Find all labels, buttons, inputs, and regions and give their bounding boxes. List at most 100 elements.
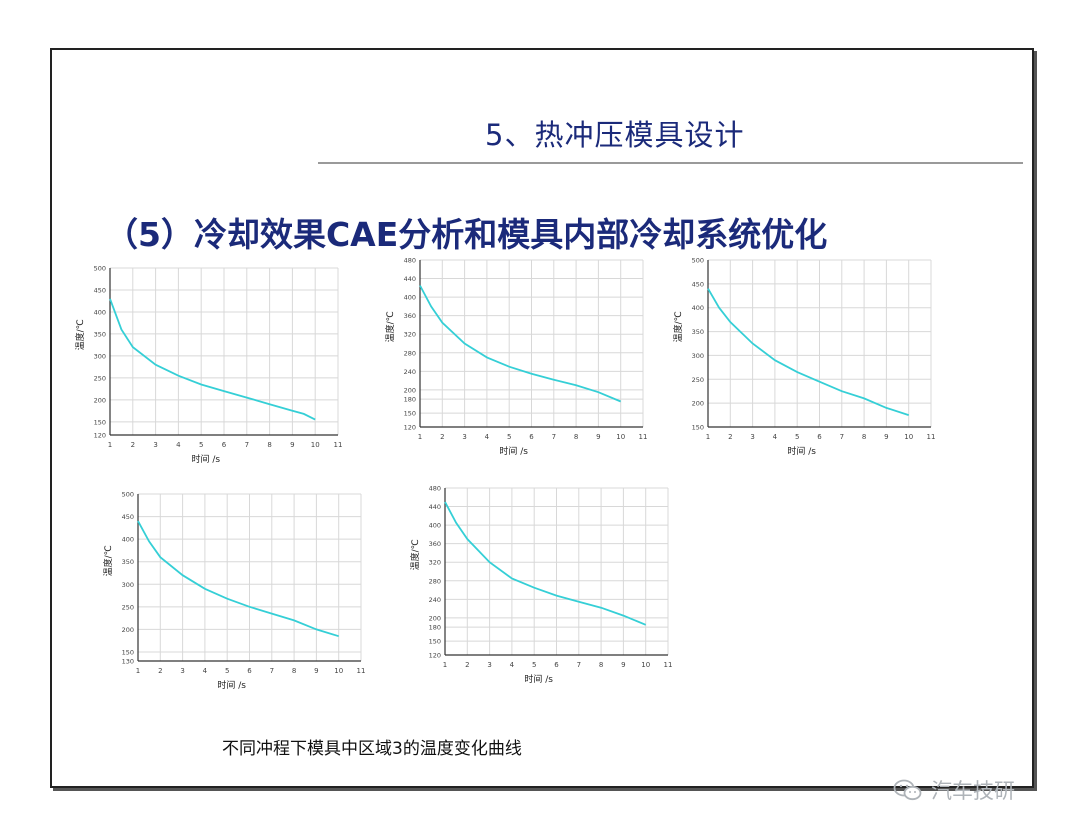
y-tick-label: 320 <box>404 331 416 339</box>
x-tick-label: 5 <box>795 433 799 441</box>
temperature-chart-4: 1 2 3 4 5 6 7 8 9 10 11 130 150 200 250 300 350 400 450 500… <box>98 484 373 699</box>
x-tick-label: 3 <box>462 433 466 441</box>
x-tick-label: 7 <box>552 433 556 441</box>
x-tick-label: 2 <box>158 667 162 675</box>
y-axis-label: 温度/℃ <box>102 545 114 576</box>
y-tick-label: 280 <box>404 349 416 357</box>
x-tick-label: 9 <box>621 661 625 669</box>
x-tick-label: 6 <box>529 433 534 441</box>
x-axis-label: 时间 /s <box>217 679 246 691</box>
x-tick-label: 10 <box>904 433 913 441</box>
x-tick-label: 10 <box>641 661 650 669</box>
y-axis-label: 温度/℃ <box>409 539 421 570</box>
y-tick-label: 250 <box>692 376 704 384</box>
y-tick-label: 200 <box>429 614 441 622</box>
x-tick-label: 11 <box>664 661 673 669</box>
y-tick-label: 250 <box>94 374 106 382</box>
y-tick-label: 450 <box>122 513 134 521</box>
y-tick-label: 300 <box>122 581 134 589</box>
x-tick-label: 7 <box>840 433 844 441</box>
y-tick-label: 440 <box>404 275 416 283</box>
y-tick-label: 240 <box>404 368 416 376</box>
temperature-curve <box>707 288 909 416</box>
x-tick-label: 1 <box>706 433 710 441</box>
y-tick-label: 180 <box>404 396 416 404</box>
grid <box>419 259 644 428</box>
x-tick-label: 8 <box>292 667 296 675</box>
chart-svg: 1 2 3 4 5 6 7 8 9 10 11 120 150 180 200 240 280 320 360 400… <box>384 257 648 458</box>
x-tick-label: 7 <box>270 667 274 675</box>
slide-subtitle: （5）冷却效果CAE分析和模具内部冷却系统优化 <box>105 215 828 254</box>
figure-caption: 不同冲程下模具中区域3的温度变化曲线 <box>222 739 522 759</box>
x-tick-label: 2 <box>728 433 732 441</box>
temperature-chart-2: 1 2 3 4 5 6 7 8 9 10 11 120 150 180 200 240 280 320 360 400… <box>380 250 655 465</box>
x-tick-label: 6 <box>817 433 822 441</box>
y-tick-label: 130 <box>122 658 134 666</box>
y-tick-label: 500 <box>122 491 134 499</box>
x-tick-label: 6 <box>554 661 559 669</box>
temperature-curve <box>444 501 647 626</box>
y-tick-label: 350 <box>122 558 134 566</box>
y-tick-label: 480 <box>404 257 416 265</box>
x-tick-label: 11 <box>639 433 648 441</box>
x-tick-label: 2 <box>131 441 135 449</box>
x-axis-label: 时间 /s <box>499 445 528 457</box>
y-tick-label: 360 <box>429 540 441 548</box>
x-tick-label: 10 <box>334 667 343 675</box>
grid <box>109 267 339 436</box>
x-tick-label: 8 <box>862 433 866 441</box>
x-tick-label: 4 <box>773 433 778 441</box>
x-tick-label: 8 <box>574 433 578 441</box>
x-tick-label: 8 <box>267 441 271 449</box>
x-tick-label: 9 <box>884 433 888 441</box>
x-tick-label: 5 <box>507 433 511 441</box>
x-tick-label: 6 <box>222 441 227 449</box>
y-tick-label: 300 <box>692 352 704 360</box>
x-tick-label: 1 <box>443 661 447 669</box>
x-tick-label: 9 <box>596 433 600 441</box>
y-tick-label: 400 <box>94 308 106 316</box>
x-tick-label: 3 <box>180 667 184 675</box>
y-tick-label: 150 <box>429 638 441 646</box>
x-tick-label: 1 <box>136 667 140 675</box>
y-tick-label: 440 <box>429 503 441 511</box>
y-tick-label: 150 <box>692 424 704 432</box>
x-tick-label: 1 <box>108 441 112 449</box>
y-tick-label: 150 <box>94 418 106 426</box>
x-tick-label: 3 <box>153 441 157 449</box>
y-tick-label: 480 <box>429 485 441 493</box>
chart-svg: 1 2 3 4 5 6 7 8 9 10 11 150 200 250 300 350 400 450 500 时间 … <box>672 257 935 458</box>
slide-frame <box>50 48 1034 788</box>
y-tick-label: 360 <box>404 312 416 320</box>
grid <box>444 487 669 656</box>
slide-title: 5、热冲压模具设计 <box>485 118 745 152</box>
y-tick-label: 120 <box>404 424 416 432</box>
x-tick-label: 4 <box>510 661 515 669</box>
x-axis-label: 时间 /s <box>787 445 816 457</box>
x-tick-label: 1 <box>418 433 422 441</box>
y-tick-label: 500 <box>94 265 106 273</box>
temperature-curve <box>137 520 339 638</box>
temperature-chart-1: 1 2 3 4 5 6 7 8 9 10 11 120 150 200 250 300 350 400 450 500… <box>70 258 350 473</box>
grid <box>137 493 362 662</box>
y-tick-label: 240 <box>429 596 441 604</box>
x-tick-label: 5 <box>532 661 536 669</box>
x-axis-label: 时间 /s <box>191 453 220 465</box>
x-tick-label: 4 <box>176 441 181 449</box>
y-tick-label: 200 <box>692 400 704 408</box>
x-tick-label: 4 <box>203 667 208 675</box>
title-divider <box>318 162 1023 164</box>
y-tick-label: 120 <box>429 652 441 660</box>
temperature-chart-3: 1 2 3 4 5 6 7 8 9 10 11 150 200 250 300 350 400 450 500 时间 … <box>668 250 943 465</box>
y-tick-label: 400 <box>122 536 134 544</box>
x-tick-label: 5 <box>225 667 229 675</box>
y-tick-label: 450 <box>94 286 106 294</box>
x-tick-label: 3 <box>750 433 754 441</box>
x-tick-label: 9 <box>314 667 318 675</box>
y-tick-label: 200 <box>404 386 416 394</box>
x-axis-label: 时间 /s <box>524 673 553 685</box>
y-tick-label: 450 <box>692 280 704 288</box>
x-tick-label: 10 <box>311 441 320 449</box>
y-tick-label: 320 <box>429 559 441 567</box>
x-tick-label: 4 <box>485 433 490 441</box>
